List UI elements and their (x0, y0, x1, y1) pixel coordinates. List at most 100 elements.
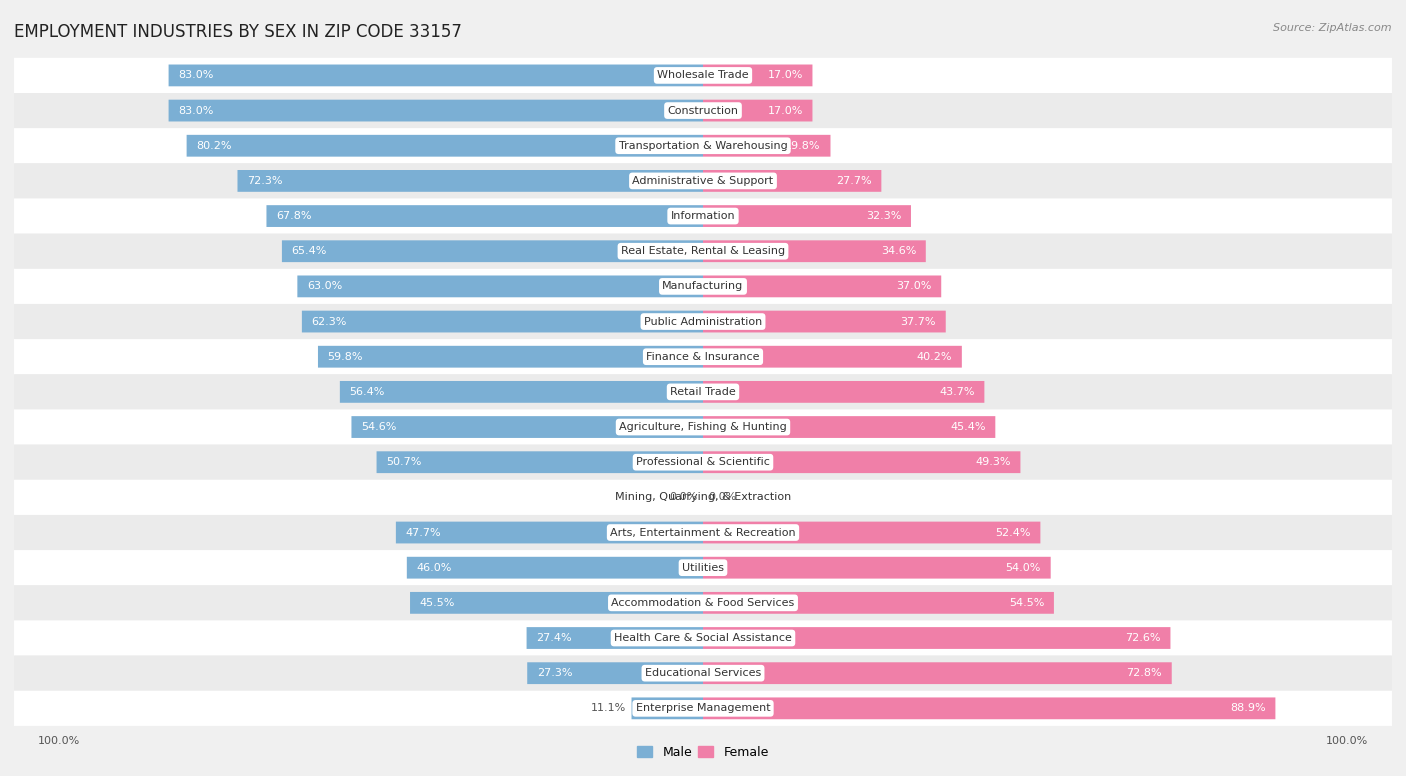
FancyBboxPatch shape (14, 550, 1392, 585)
Text: Accommodation & Food Services: Accommodation & Food Services (612, 598, 794, 608)
FancyBboxPatch shape (703, 170, 882, 192)
FancyBboxPatch shape (238, 170, 703, 192)
FancyBboxPatch shape (703, 557, 1050, 579)
Text: 17.0%: 17.0% (768, 106, 803, 116)
FancyBboxPatch shape (14, 339, 1392, 374)
FancyBboxPatch shape (14, 234, 1392, 268)
FancyBboxPatch shape (527, 627, 703, 649)
Text: Real Estate, Rental & Leasing: Real Estate, Rental & Leasing (621, 246, 785, 256)
FancyBboxPatch shape (14, 445, 1392, 480)
FancyBboxPatch shape (703, 381, 984, 403)
Text: 63.0%: 63.0% (307, 282, 342, 292)
FancyBboxPatch shape (14, 268, 1392, 304)
FancyBboxPatch shape (703, 346, 962, 368)
FancyBboxPatch shape (352, 416, 703, 438)
Text: Finance & Insurance: Finance & Insurance (647, 352, 759, 362)
FancyBboxPatch shape (14, 58, 1392, 93)
Text: 54.0%: 54.0% (1005, 563, 1040, 573)
Text: 46.0%: 46.0% (416, 563, 451, 573)
Text: 27.3%: 27.3% (537, 668, 572, 678)
FancyBboxPatch shape (187, 135, 703, 157)
Text: 47.7%: 47.7% (405, 528, 441, 538)
FancyBboxPatch shape (14, 199, 1392, 234)
Text: Wholesale Trade: Wholesale Trade (657, 71, 749, 81)
Text: 65.4%: 65.4% (291, 246, 328, 256)
FancyBboxPatch shape (703, 521, 1040, 543)
FancyBboxPatch shape (14, 163, 1392, 199)
FancyBboxPatch shape (406, 557, 703, 579)
FancyBboxPatch shape (14, 93, 1392, 128)
FancyBboxPatch shape (703, 452, 1021, 473)
Text: 54.5%: 54.5% (1010, 598, 1045, 608)
Text: 37.7%: 37.7% (901, 317, 936, 327)
FancyBboxPatch shape (302, 310, 703, 332)
Text: 43.7%: 43.7% (939, 387, 974, 397)
Text: 72.8%: 72.8% (1126, 668, 1163, 678)
Text: 83.0%: 83.0% (179, 71, 214, 81)
Text: 40.2%: 40.2% (917, 352, 952, 362)
Text: Construction: Construction (668, 106, 738, 116)
Text: 52.4%: 52.4% (995, 528, 1031, 538)
FancyBboxPatch shape (14, 410, 1392, 445)
Text: 27.4%: 27.4% (536, 633, 572, 643)
Text: 50.7%: 50.7% (387, 457, 422, 467)
Text: Manufacturing: Manufacturing (662, 282, 744, 292)
FancyBboxPatch shape (703, 99, 813, 122)
FancyBboxPatch shape (14, 304, 1392, 339)
Text: 0.0%: 0.0% (709, 492, 737, 502)
Text: Arts, Entertainment & Recreation: Arts, Entertainment & Recreation (610, 528, 796, 538)
FancyBboxPatch shape (703, 135, 831, 157)
Text: 17.0%: 17.0% (768, 71, 803, 81)
FancyBboxPatch shape (340, 381, 703, 403)
Text: 49.3%: 49.3% (976, 457, 1011, 467)
Text: 54.6%: 54.6% (361, 422, 396, 432)
FancyBboxPatch shape (14, 374, 1392, 410)
FancyBboxPatch shape (527, 662, 703, 684)
FancyBboxPatch shape (169, 99, 703, 122)
FancyBboxPatch shape (631, 698, 703, 719)
FancyBboxPatch shape (169, 64, 703, 86)
Text: 32.3%: 32.3% (866, 211, 901, 221)
Text: 19.8%: 19.8% (786, 140, 821, 151)
FancyBboxPatch shape (14, 515, 1392, 550)
Text: 67.8%: 67.8% (276, 211, 312, 221)
Legend: Male, Female: Male, Female (633, 741, 773, 764)
Text: 62.3%: 62.3% (312, 317, 347, 327)
FancyBboxPatch shape (318, 346, 703, 368)
FancyBboxPatch shape (297, 275, 703, 297)
Text: Information: Information (671, 211, 735, 221)
Text: Public Administration: Public Administration (644, 317, 762, 327)
FancyBboxPatch shape (703, 416, 995, 438)
Text: 34.6%: 34.6% (880, 246, 917, 256)
Text: Health Care & Social Assistance: Health Care & Social Assistance (614, 633, 792, 643)
Text: Enterprise Management: Enterprise Management (636, 703, 770, 713)
FancyBboxPatch shape (14, 656, 1392, 691)
FancyBboxPatch shape (14, 621, 1392, 656)
FancyBboxPatch shape (703, 310, 946, 332)
Text: Educational Services: Educational Services (645, 668, 761, 678)
Text: 80.2%: 80.2% (197, 140, 232, 151)
FancyBboxPatch shape (703, 662, 1171, 684)
Text: 0.0%: 0.0% (669, 492, 697, 502)
FancyBboxPatch shape (703, 241, 925, 262)
FancyBboxPatch shape (703, 698, 1275, 719)
Text: Retail Trade: Retail Trade (671, 387, 735, 397)
Text: 45.5%: 45.5% (420, 598, 456, 608)
Text: EMPLOYMENT INDUSTRIES BY SEX IN ZIP CODE 33157: EMPLOYMENT INDUSTRIES BY SEX IN ZIP CODE… (14, 23, 463, 41)
FancyBboxPatch shape (283, 241, 703, 262)
FancyBboxPatch shape (14, 128, 1392, 163)
Text: 27.7%: 27.7% (837, 176, 872, 186)
FancyBboxPatch shape (267, 205, 703, 227)
Text: 37.0%: 37.0% (896, 282, 932, 292)
FancyBboxPatch shape (396, 521, 703, 543)
Text: 88.9%: 88.9% (1230, 703, 1265, 713)
Text: Source: ZipAtlas.com: Source: ZipAtlas.com (1274, 23, 1392, 33)
Text: 45.4%: 45.4% (950, 422, 986, 432)
Text: Agriculture, Fishing & Hunting: Agriculture, Fishing & Hunting (619, 422, 787, 432)
FancyBboxPatch shape (703, 205, 911, 227)
Text: Utilities: Utilities (682, 563, 724, 573)
FancyBboxPatch shape (703, 627, 1170, 649)
Text: 59.8%: 59.8% (328, 352, 363, 362)
Text: 83.0%: 83.0% (179, 106, 214, 116)
FancyBboxPatch shape (14, 480, 1392, 515)
